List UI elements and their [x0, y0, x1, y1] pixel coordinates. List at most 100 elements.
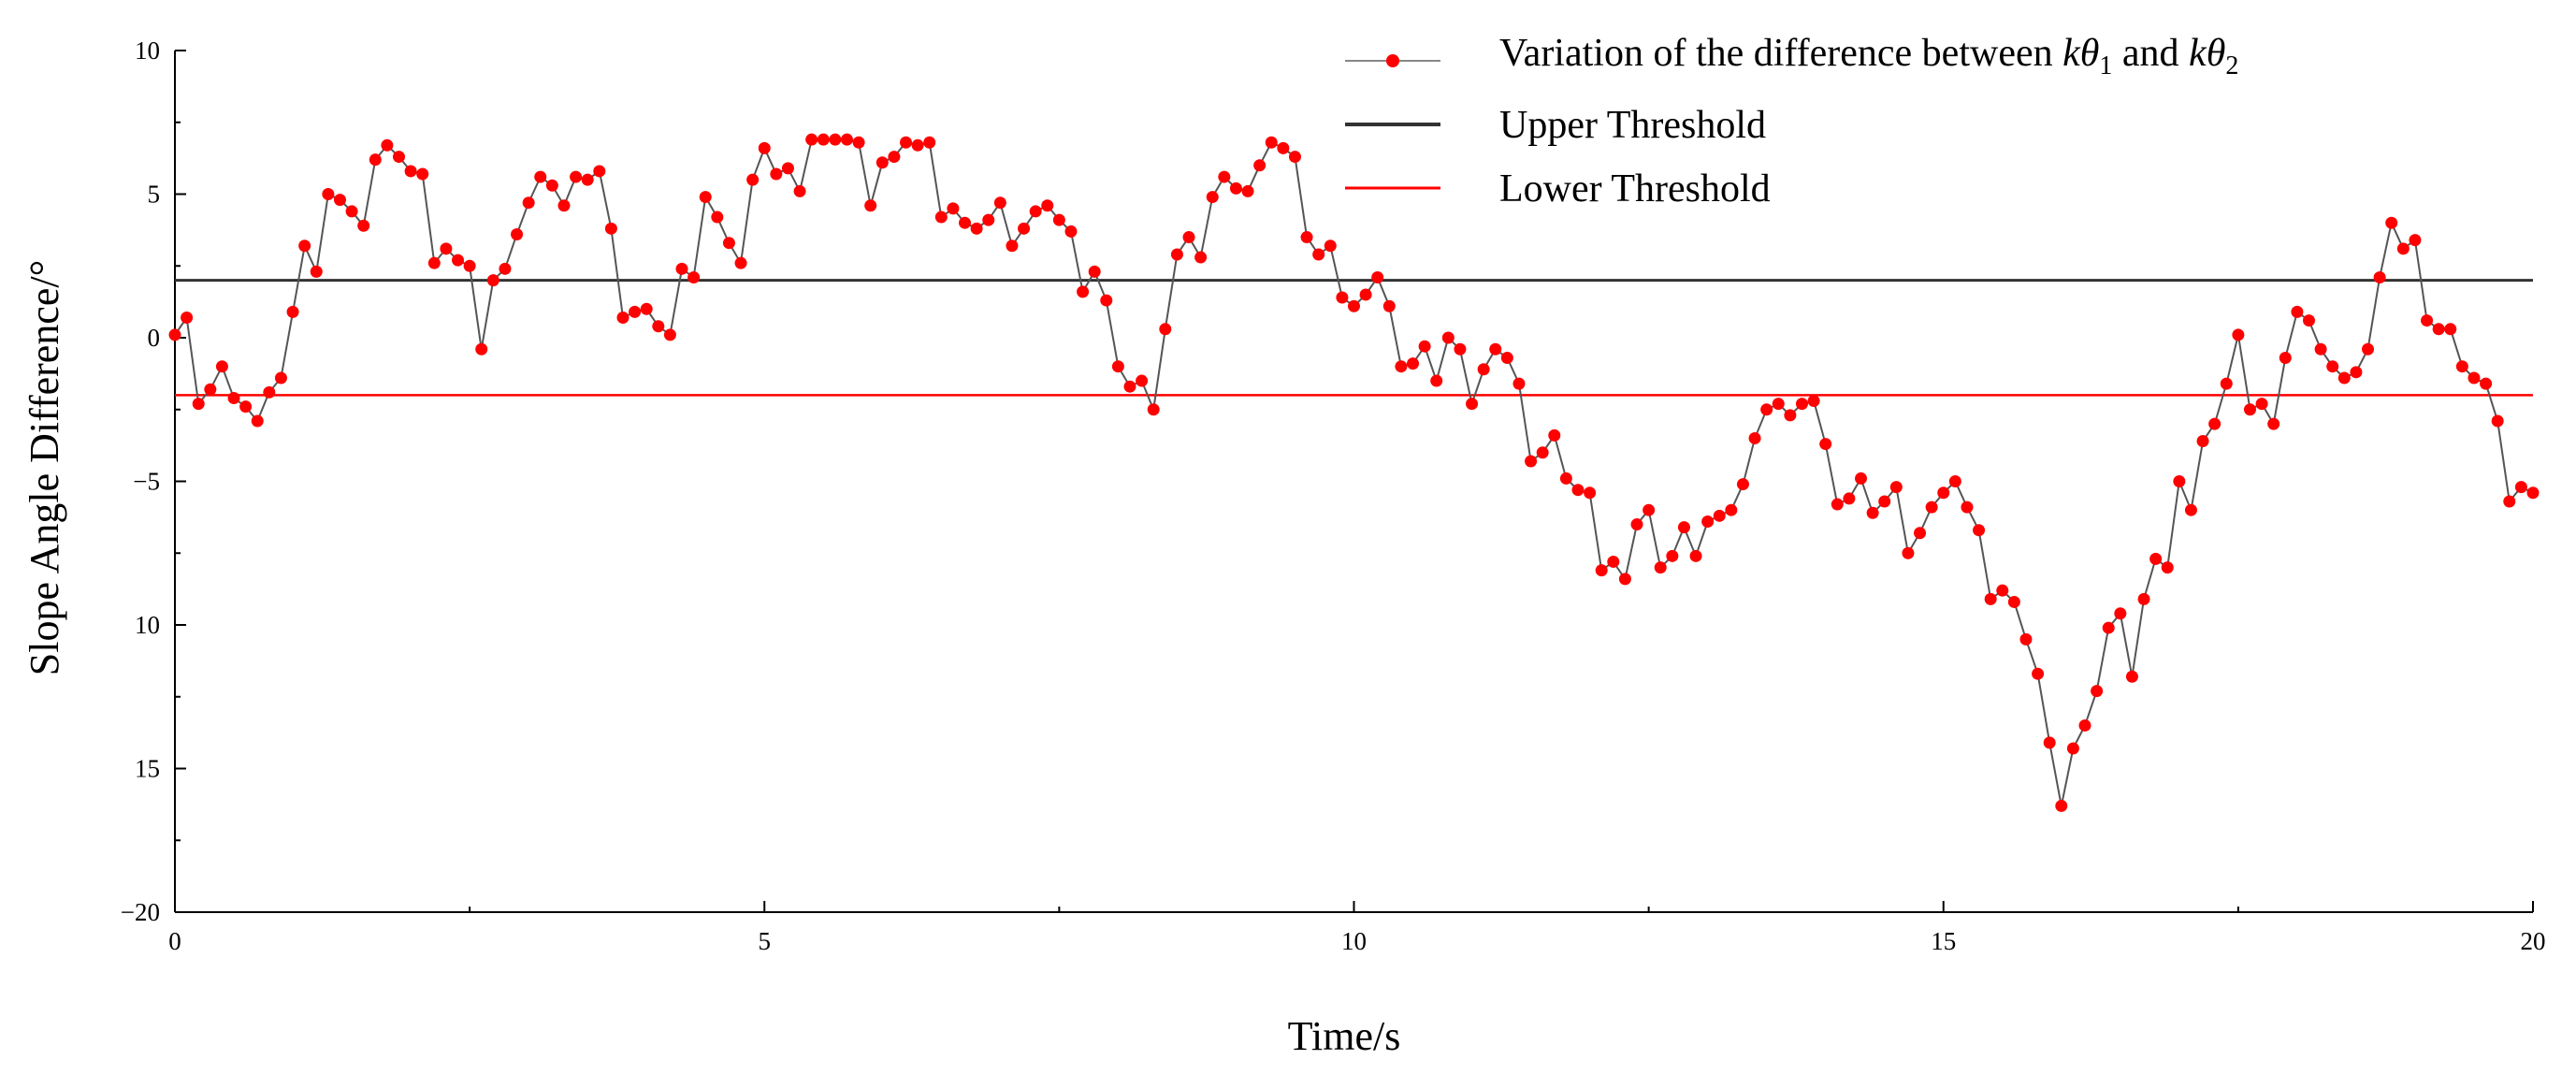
data-point	[722, 237, 735, 250]
data-point	[2514, 481, 2527, 494]
data-point	[2196, 435, 2209, 448]
data-point	[1500, 351, 1513, 364]
legend-series-k1: kθ	[2062, 32, 2099, 75]
legend-upper-label: Upper Threshold	[1499, 104, 1766, 147]
data-point	[2232, 328, 2245, 341]
data-point	[1241, 184, 1254, 197]
data-point	[192, 398, 205, 411]
data-point	[1654, 561, 1667, 574]
data-point	[1595, 564, 1608, 577]
data-point	[1607, 555, 1620, 568]
data-point	[1418, 340, 1431, 353]
data-point	[1630, 518, 1643, 531]
data-point	[604, 222, 617, 235]
data-point	[1618, 573, 1631, 586]
data-point	[1996, 584, 2009, 597]
data-point	[1571, 484, 1585, 497]
data-point	[793, 184, 806, 197]
legend-series-marker	[1386, 54, 1399, 67]
data-point	[2208, 417, 2221, 430]
x-tick-label: 0	[168, 927, 181, 955]
data-point	[1147, 403, 1160, 416]
data-point	[864, 199, 877, 212]
data-point	[381, 138, 394, 152]
data-point	[1701, 515, 1715, 528]
data-point	[416, 167, 429, 181]
data-point	[829, 133, 842, 146]
data-point	[1088, 265, 1101, 278]
data-point	[1253, 159, 1266, 172]
data-point	[1948, 475, 1961, 487]
data-point	[2102, 621, 2115, 634]
y-tick-label: 10	[135, 36, 160, 65]
data-point	[1170, 248, 1183, 261]
data-point	[2066, 742, 2079, 755]
data-point	[2303, 314, 2316, 327]
y-axis-title: Slope Angle Difference/°	[22, 260, 67, 675]
data-point	[475, 342, 488, 356]
data-point	[2279, 351, 2292, 364]
data-point	[1760, 403, 1773, 416]
data-point	[1902, 546, 1915, 559]
data-point	[1194, 251, 1208, 264]
data-point	[1525, 455, 1538, 468]
data-point	[1677, 521, 1690, 534]
data-point	[1666, 549, 1679, 562]
data-point	[1584, 486, 1597, 500]
data-point	[1807, 395, 1820, 408]
y-tick-label: −5	[133, 468, 160, 496]
data-point	[1466, 398, 1479, 411]
y-tick-label: 10	[135, 611, 160, 639]
data-point	[1064, 225, 1078, 238]
data-point	[274, 371, 287, 385]
data-point	[2350, 366, 2363, 379]
y-tick-label: 5	[148, 181, 161, 209]
data-point	[1277, 141, 1290, 154]
data-point	[2184, 503, 2197, 516]
data-point	[1889, 481, 1903, 494]
data-point	[1159, 323, 1172, 336]
data-point	[2114, 607, 2127, 620]
data-point	[2267, 417, 2280, 430]
data-point	[1382, 299, 1396, 312]
data-point	[486, 274, 499, 287]
data-point	[404, 165, 417, 178]
data-point	[1689, 549, 1702, 562]
x-tick-label: 10	[1341, 927, 1367, 955]
data-point	[1006, 239, 1019, 253]
data-point	[1312, 248, 1325, 261]
data-point	[711, 210, 724, 224]
data-point	[1973, 524, 1986, 537]
data-point	[1111, 360, 1124, 373]
data-point	[333, 194, 346, 207]
data-point	[2409, 234, 2422, 247]
data-point	[463, 259, 476, 272]
data-point	[2243, 403, 2256, 416]
data-point	[1843, 492, 1856, 505]
x-axis-title: Time/s	[1288, 1013, 1401, 1059]
data-point	[1548, 428, 1561, 442]
data-point	[2125, 670, 2138, 683]
data-point	[758, 141, 771, 154]
data-point	[251, 414, 264, 428]
threshold-lines	[175, 279, 2533, 397]
data-point	[1512, 377, 1526, 390]
data-point	[652, 320, 665, 333]
data-point	[1348, 299, 1360, 312]
data-point	[781, 162, 794, 175]
data-point	[2314, 342, 2327, 356]
data-point	[2161, 561, 2174, 574]
data-point	[1855, 472, 1868, 485]
data-point	[427, 256, 441, 269]
data-point	[392, 151, 405, 164]
data-point	[511, 227, 524, 240]
data-point	[734, 256, 747, 269]
data-point	[1454, 342, 1467, 356]
y-tick-label: −20	[121, 898, 160, 926]
data-point	[805, 133, 818, 146]
data-point	[499, 262, 512, 275]
data-point	[534, 170, 547, 183]
data-point	[1795, 398, 1808, 411]
data-point	[298, 239, 311, 253]
data-point	[2385, 216, 2398, 229]
